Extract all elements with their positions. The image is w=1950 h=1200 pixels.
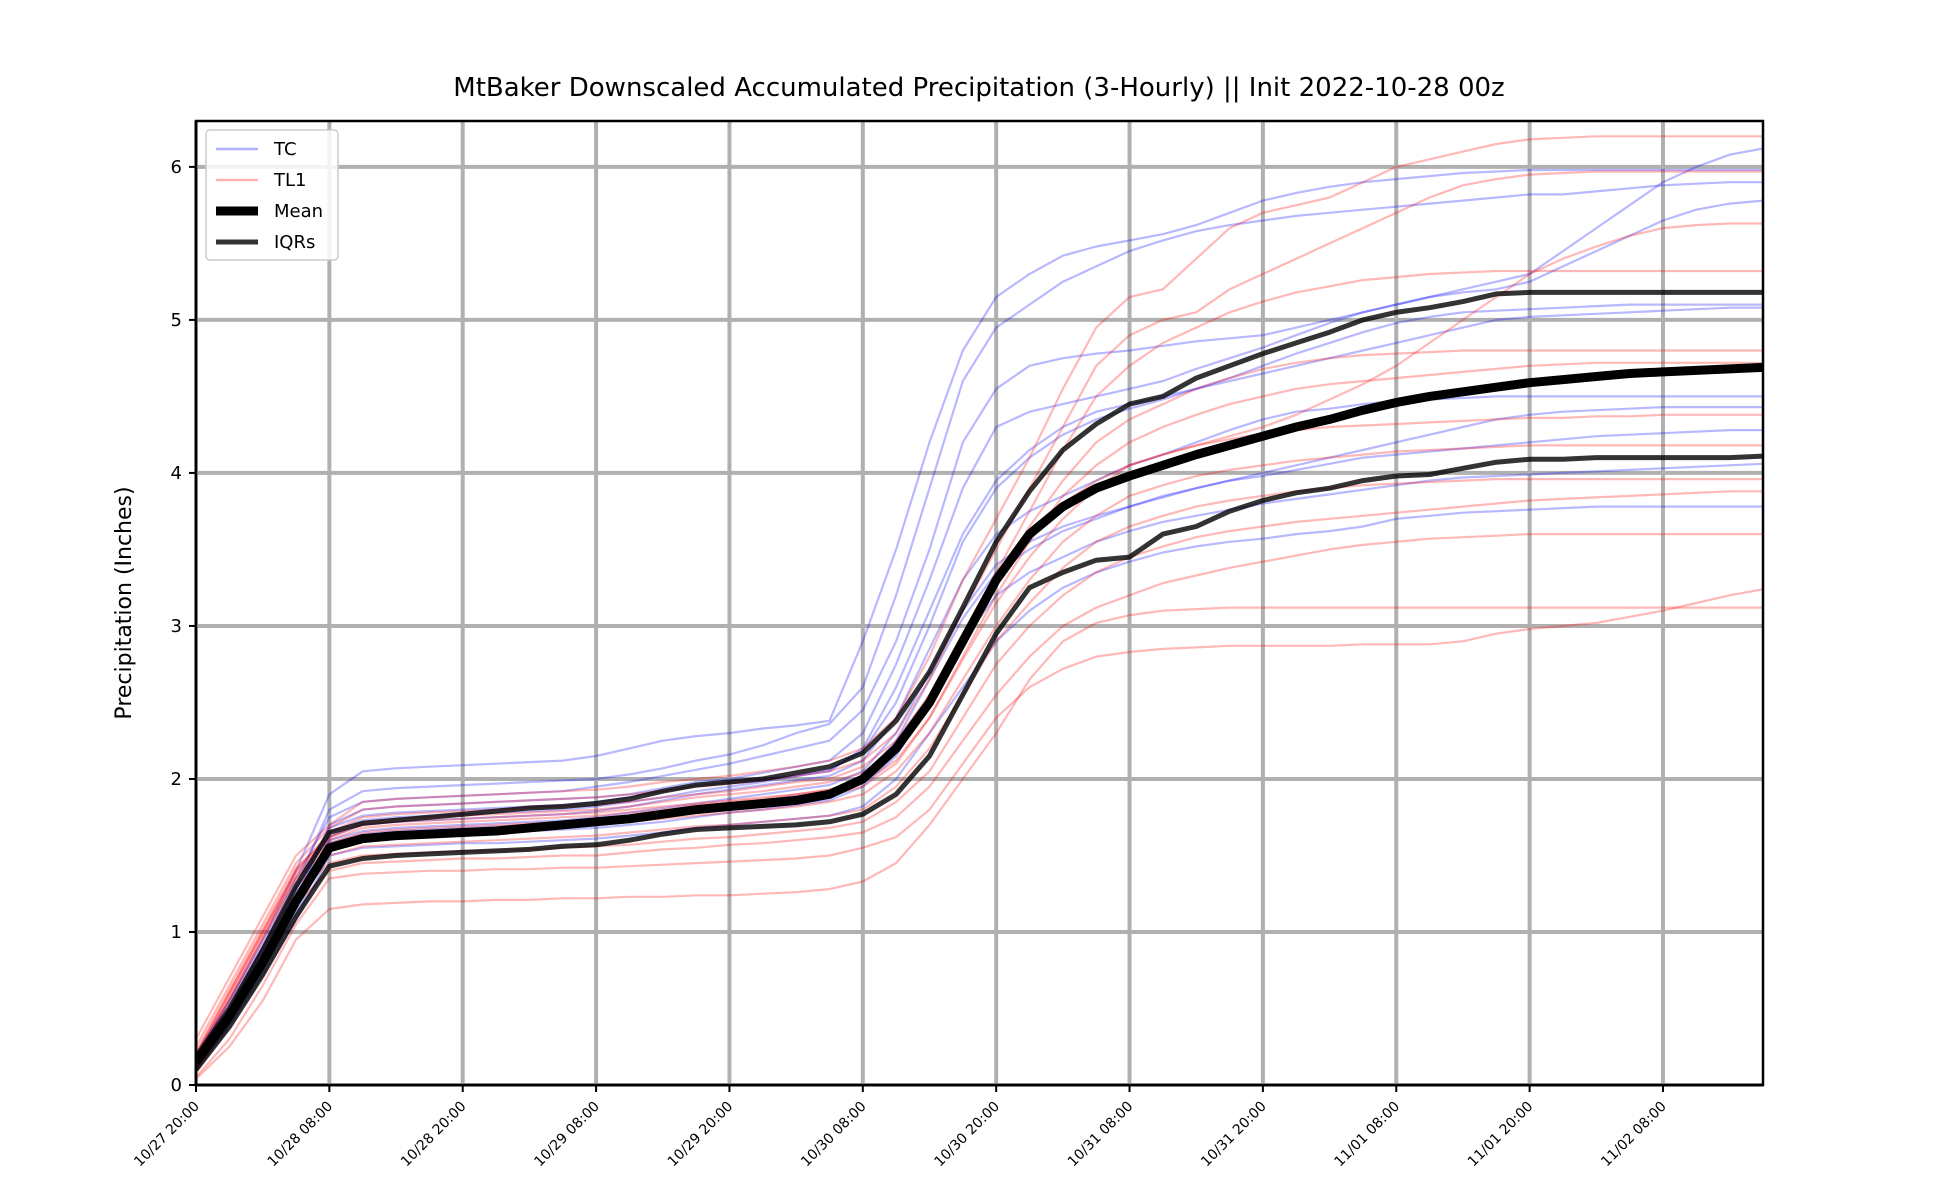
series-line-tc — [196, 168, 1763, 1055]
x-tick-label: 11/02 08:00 — [1598, 1099, 1670, 1171]
series-line-iqrs — [196, 289, 1763, 1059]
series-line-tc — [196, 395, 1763, 1071]
plot-frame — [194, 119, 1765, 1087]
x-tick-label: 10/27 20:00 — [131, 1099, 203, 1171]
x-tick-label: 10/29 08:00 — [531, 1099, 603, 1171]
y-tick-label: 0 — [171, 1075, 182, 1096]
x-tick-label: 10/28 08:00 — [265, 1099, 337, 1171]
legend-box — [205, 129, 339, 261]
series-line-tc — [196, 429, 1763, 1066]
x-tick-label: 11/01 20:00 — [1465, 1099, 1537, 1171]
series-line-tl1 — [196, 413, 1763, 1059]
y-axis: 0 1 2 3 4 5 6 — [171, 157, 196, 1096]
x-tick-label: 10/29 20:00 — [665, 1099, 737, 1171]
legend-label-tl1: TL1 — [273, 170, 306, 191]
x-tick-label: 10/30 20:00 — [931, 1099, 1003, 1171]
series-line-tc — [196, 147, 1763, 1055]
x-tick-label: 10/31 08:00 — [1065, 1099, 1137, 1171]
series-layer — [196, 135, 1763, 1080]
legend-label-iqrs: IQRs — [274, 232, 315, 253]
series-line-tl1 — [196, 588, 1763, 1079]
x-tick-label: 11/01 08:00 — [1332, 1099, 1404, 1171]
series-line-mean — [196, 362, 1763, 1065]
y-axis-label: Precipitation (Inches) — [112, 486, 137, 719]
series-line-tl1 — [196, 361, 1763, 1062]
series-line-tc — [196, 181, 1763, 1063]
y-tick-label: 6 — [171, 157, 182, 178]
legend: TC TL1 Mean IQRs — [205, 129, 339, 261]
x-tick-label: 10/30 08:00 — [798, 1099, 870, 1171]
series-line-tl1 — [196, 532, 1763, 1074]
series-line-tc — [196, 199, 1763, 1068]
y-tick-label: 4 — [171, 463, 182, 484]
chart-title: MtBaker Downscaled Accumulated Precipita… — [453, 73, 1504, 103]
series-line-tl1 — [196, 606, 1763, 1080]
series-line-iqrs — [196, 453, 1763, 1072]
x-axis: 10/27 20:00 10/28 08:00 10/28 20:00 10/29 0… — [131, 1085, 1670, 1170]
grid — [194, 121, 1763, 1087]
series-line-tc — [196, 406, 1763, 1065]
y-tick-label: 5 — [171, 310, 182, 331]
legend-label-tc: TC — [273, 139, 297, 160]
y-tick-label: 2 — [171, 769, 182, 790]
x-tick-label: 10/31 20:00 — [1198, 1099, 1270, 1171]
y-tick-label: 1 — [171, 922, 182, 943]
x-tick-label: 10/28 20:00 — [398, 1099, 470, 1171]
y-tick-label: 3 — [171, 616, 182, 637]
legend-label-mean: Mean — [274, 201, 323, 222]
series-line-tl1 — [196, 135, 1763, 1040]
series-line-tc — [196, 306, 1763, 1059]
